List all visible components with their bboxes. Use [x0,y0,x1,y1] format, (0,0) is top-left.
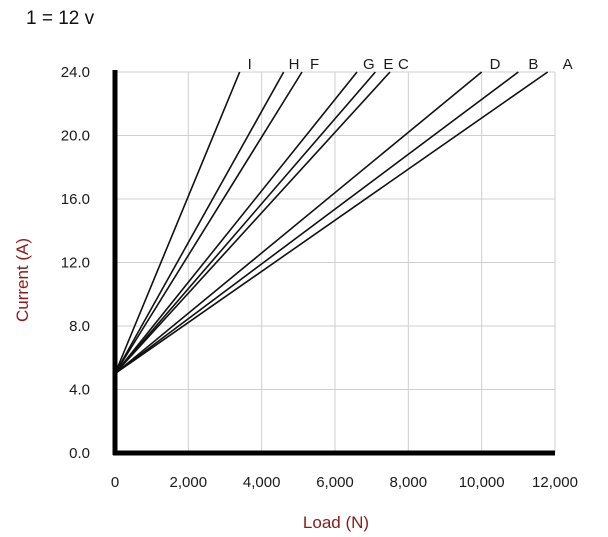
y-tick-label: 4.0 [69,382,90,399]
header-voltage-note: 1 = 12 v [26,8,95,29]
y-tick-label: 16.0 [61,191,90,208]
y-tick-labels: 0.0 4.0 8.0 12.0 16.0 20.0 24.0 [61,64,90,462]
series-label-h: H [289,56,300,73]
series-line-h [114,71,285,375]
x-tick-label: 6,000 [316,474,354,491]
series-label-g: G [363,56,375,73]
y-tick-label: 24.0 [61,64,90,81]
y-tick-label: 0.0 [69,445,90,462]
series-label-c: C [398,56,409,73]
y-tick-label: 20.0 [61,128,90,145]
y-tick-label: 8.0 [69,318,90,335]
series-line-f [114,71,303,375]
series-line-g [114,71,358,375]
x-tick-label: 4,000 [243,474,281,491]
series-label-a: A [563,56,573,73]
series-label-i: I [248,56,252,73]
x-tick-labels: 0 2,000 4,000 6,000 8,000 10,000 12,000 [111,474,578,491]
x-tick-label: 12,000 [532,474,578,491]
series-label-d: D [490,56,501,73]
series-line-d [114,71,483,375]
series-label-f: F [310,56,319,73]
series-line-b [114,71,519,375]
x-tick-label: 8,000 [390,474,428,491]
series-label-e: E [383,56,393,73]
axes [112,70,555,456]
x-tick-label: 0 [111,474,119,491]
series-line-e [114,71,376,375]
x-tick-label: 10,000 [459,474,505,491]
y-axis-title: Current (A) [13,238,32,322]
series-line-i [114,71,241,374]
series-label-b: B [528,56,538,73]
grid [115,71,556,453]
series-labels: A B C D E F G H I [248,56,573,73]
series-line-c [114,71,391,375]
x-tick-label: 2,000 [170,474,208,491]
series-line-a [114,71,549,375]
y-tick-label: 12.0 [61,255,90,272]
x-axis-title: Load (N) [303,513,369,532]
series-lines [114,71,549,375]
